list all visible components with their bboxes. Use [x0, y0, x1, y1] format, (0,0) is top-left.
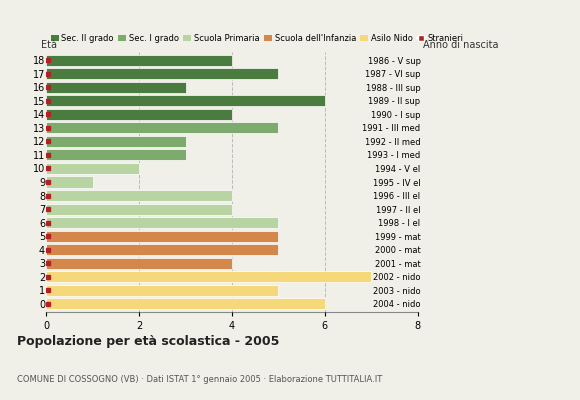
Bar	[46, 271, 371, 282]
Bar	[46, 285, 278, 296]
Bar	[46, 54, 232, 66]
Legend: Sec. II grado, Sec. I grado, Scuola Primaria, Scuola dell'Infanzia, Asilo Nido, : Sec. II grado, Sec. I grado, Scuola Prim…	[50, 34, 464, 43]
Bar	[46, 231, 278, 242]
Text: COMUNE DI COSSOGNO (VB) · Dati ISTAT 1° gennaio 2005 · Elaborazione TUTTITALIA.I: COMUNE DI COSSOGNO (VB) · Dati ISTAT 1° …	[17, 375, 383, 384]
Bar	[46, 82, 186, 93]
Bar	[46, 176, 93, 188]
Text: Anno di nascita: Anno di nascita	[423, 40, 499, 50]
Bar	[46, 244, 278, 255]
Bar	[46, 95, 325, 106]
Bar	[46, 258, 232, 269]
Bar	[46, 122, 278, 133]
Bar	[46, 298, 325, 310]
Bar	[46, 190, 232, 201]
Bar	[46, 204, 232, 215]
Bar	[46, 68, 278, 79]
Text: Popolazione per età scolastica - 2005: Popolazione per età scolastica - 2005	[17, 335, 280, 348]
Bar	[46, 136, 186, 147]
Bar	[46, 109, 232, 120]
Bar	[46, 163, 139, 174]
Bar	[46, 149, 186, 160]
Text: Età: Età	[41, 40, 57, 50]
Bar	[46, 217, 278, 228]
